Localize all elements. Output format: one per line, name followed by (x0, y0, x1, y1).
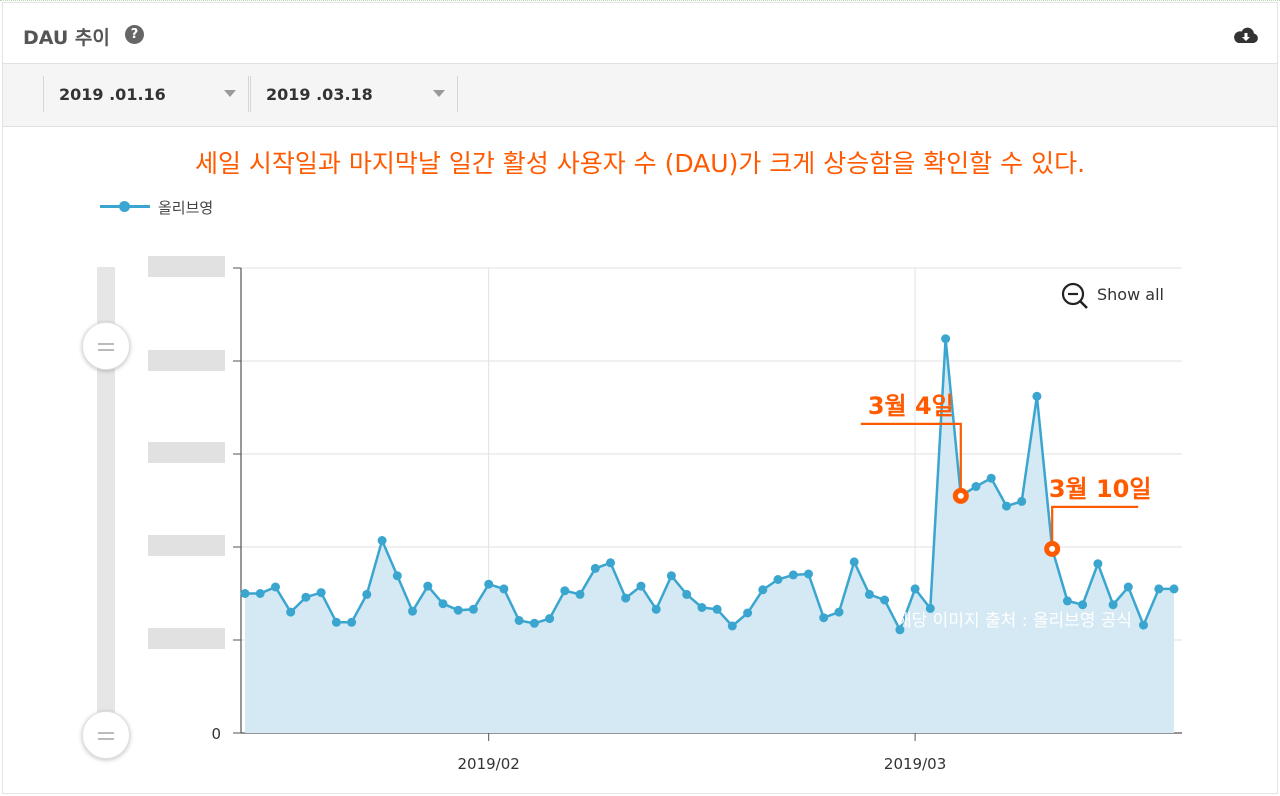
data-point (575, 589, 585, 599)
data-point (438, 599, 448, 609)
end-date-select[interactable]: 2019 .03.18 (250, 76, 458, 112)
data-point (621, 593, 631, 603)
data-point (377, 536, 387, 545)
data-point (484, 579, 494, 589)
data-point (880, 595, 890, 605)
data-point (255, 589, 265, 598)
chevron-down-icon (433, 90, 445, 97)
data-point (697, 603, 707, 612)
show-all-label: Show all (1097, 285, 1164, 304)
data-point (545, 614, 555, 624)
data-point (1032, 391, 1042, 401)
annotation-leader-line (860, 422, 962, 488)
data-point (316, 588, 326, 598)
data-point (1062, 596, 1072, 606)
data-point (331, 617, 341, 627)
annotation-marker-center (1049, 545, 1056, 552)
data-point (819, 613, 829, 623)
data-point (925, 603, 935, 613)
data-point (1169, 584, 1179, 594)
annotation-label: 3월 4일 (868, 392, 954, 420)
data-point (286, 607, 296, 617)
data-point (1017, 496, 1027, 506)
y-tick-label-redacted (148, 256, 225, 277)
data-point (864, 589, 874, 599)
range-slider-bottom-handle[interactable] (82, 711, 130, 759)
y-tick-label-redacted (148, 628, 225, 649)
data-point (1154, 584, 1164, 594)
cloud-download-icon[interactable] (1233, 25, 1259, 45)
start-date-select[interactable]: 2019 .01.16 (43, 76, 249, 112)
card-title: DAU 추이 (23, 27, 110, 49)
data-point (986, 473, 996, 483)
data-point (758, 585, 768, 595)
data-point (1093, 559, 1103, 569)
x-tick-label: 2019/03 (884, 755, 946, 773)
data-point (362, 589, 372, 599)
data-point (910, 584, 920, 594)
start-date-value: 2019 .01.16 (59, 85, 166, 104)
data-point (834, 607, 844, 617)
date-range-toolbar: 2019 .01.16 2019 .03.18 (3, 64, 1277, 127)
card-header: DAU 추이 ? (3, 3, 1277, 64)
data-point (804, 569, 813, 579)
data-point (1108, 600, 1118, 610)
data-point (514, 616, 524, 625)
data-point (1002, 501, 1011, 511)
y-tick-label: 0 (211, 725, 221, 743)
zoom-out-icon (1061, 282, 1088, 309)
y-tick-label-redacted (148, 350, 225, 371)
data-point (301, 592, 311, 602)
end-date-value: 2019 .03.18 (266, 85, 373, 104)
range-slider-top-handle[interactable] (82, 322, 130, 370)
legend-series-name: 올리브영 (158, 199, 214, 217)
data-point (271, 582, 280, 592)
data-point (453, 605, 463, 615)
annotation-marker-center (957, 492, 964, 499)
data-point (941, 334, 951, 344)
chevron-down-icon (224, 90, 236, 97)
headline-caption: 세일 시작일과 마지막날 일간 활성 사용자 수 (DAU)가 크게 상승함을 … (194, 149, 1086, 178)
data-point (651, 604, 661, 614)
data-point (743, 608, 753, 618)
data-point (682, 589, 692, 599)
data-point (849, 557, 859, 567)
data-point (347, 617, 357, 627)
data-point (712, 604, 722, 614)
data-point (408, 606, 417, 616)
y-tick-label-redacted (148, 535, 225, 556)
data-point (1078, 600, 1088, 610)
data-point (773, 575, 783, 584)
data-point (666, 571, 676, 581)
data-point (606, 558, 615, 568)
data-point (1123, 582, 1133, 592)
series-area (245, 338, 1174, 733)
data-point (499, 584, 509, 594)
data-point (895, 625, 905, 635)
data-point (971, 482, 981, 491)
legend-marker (119, 201, 130, 212)
data-point (590, 563, 600, 573)
data-point (560, 586, 570, 596)
show-all-button[interactable]: Show all (1060, 281, 1164, 309)
data-point (529, 618, 539, 628)
data-point (727, 621, 737, 631)
top-border (0, 0, 1280, 3)
data-point (423, 581, 433, 591)
data-point (636, 581, 646, 591)
data-point (468, 604, 478, 614)
data-point (788, 570, 798, 580)
data-point (392, 571, 402, 581)
x-tick-label: 2019/02 (458, 755, 520, 773)
range-slider-track[interactable] (97, 267, 115, 737)
question-circle-icon[interactable]: ? (125, 25, 144, 44)
data-point (240, 589, 250, 598)
y-tick-label-redacted (148, 442, 225, 463)
annotation-leader-line (1051, 505, 1139, 541)
source-watermark: 해당 이미지 출처 : 올리브영 공식 (896, 611, 1133, 631)
data-point (1139, 620, 1148, 630)
annotation-label: 3월 10일 (1049, 475, 1152, 503)
